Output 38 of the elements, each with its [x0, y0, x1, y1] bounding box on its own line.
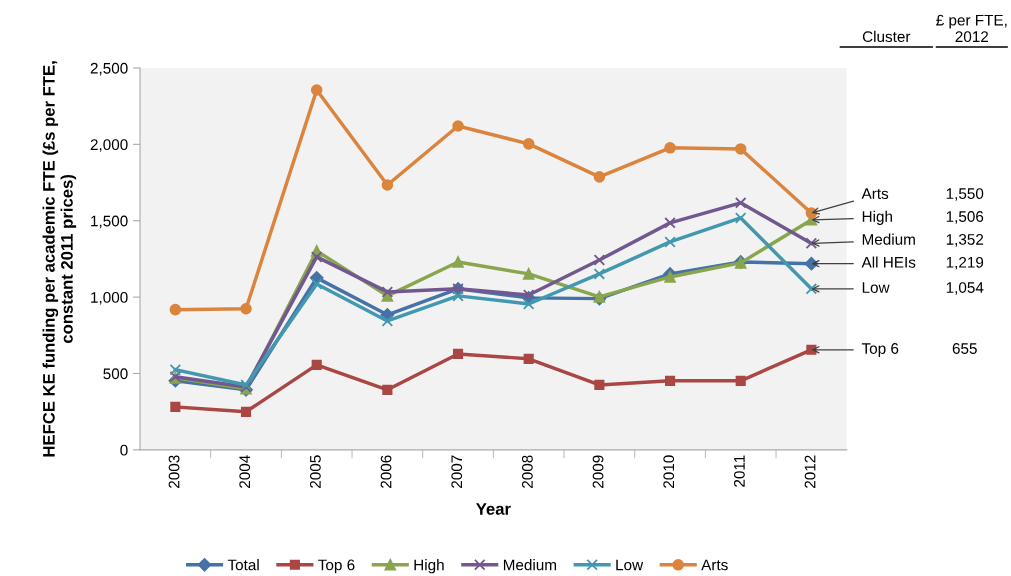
- text: 1,054: [946, 282, 984, 295]
- x-tick-label: 2011: [733, 455, 745, 487]
- text: £ per FTE, 2012: [936, 14, 1007, 43]
- legend-label: High: [414, 559, 444, 574]
- legend-label: Top 6: [318, 559, 355, 574]
- y-axis-title: HEFCE KE funding per academic FTE (£s per FTE, constant 2011 prices): [42, 61, 77, 457]
- x-tick-label: 2010: [663, 455, 675, 488]
- text: 1,219: [946, 256, 984, 270]
- text: 1,506: [946, 211, 984, 224]
- x-tick-label: 2007: [451, 455, 463, 488]
- annotation: Top 6: [861, 343, 899, 357]
- annotation: All HEIs: [861, 256, 916, 268]
- x-tick-label: 2009: [592, 455, 604, 488]
- legend-label: Total: [227, 559, 259, 571]
- text: 1,550: [946, 188, 984, 201]
- x-tick-label: 2012: [804, 455, 816, 488]
- text: 655: [952, 343, 977, 354]
- legend-label: Low: [616, 559, 644, 571]
- y-tick-label: 1,000: [91, 291, 128, 305]
- x-tick-label: 2006: [380, 455, 392, 488]
- x-tick-label: 2008: [521, 455, 533, 488]
- y-tick-label: 0: [120, 444, 128, 456]
- legend-label: Arts: [701, 559, 728, 571]
- x-axis-title: Year: [476, 503, 511, 515]
- x-tick-label: 2004: [239, 455, 251, 488]
- text: 1,352: [946, 234, 984, 247]
- legend-label: Medium: [503, 559, 557, 571]
- y-tick-label: 2,500: [90, 62, 128, 76]
- x-tick-label: 2003: [168, 455, 180, 488]
- x-tick-label: 2005: [309, 455, 321, 488]
- annotation: Arts: [861, 188, 889, 200]
- annotation: High: [862, 210, 892, 225]
- annotation: Medium: [862, 233, 915, 245]
- annotation: Low: [862, 282, 890, 293]
- y-tick-label: 500: [103, 368, 128, 380]
- text: Cluster: [862, 30, 911, 43]
- y-tick-label: 2,000: [90, 139, 128, 152]
- y-tick-label: 1,500: [91, 215, 128, 229]
